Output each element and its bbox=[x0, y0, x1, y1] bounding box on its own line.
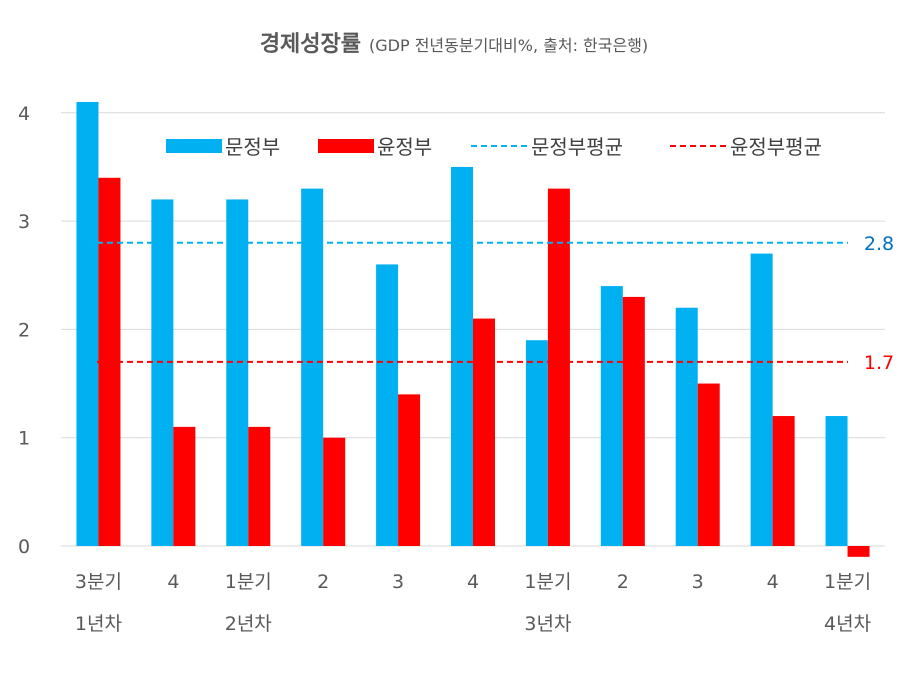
bar-moon bbox=[301, 188, 324, 547]
x-group-label: 2년차 bbox=[225, 613, 272, 635]
average-lines: 2.8 1.7 bbox=[97, 233, 894, 374]
x-tick-label: 4 bbox=[467, 571, 479, 593]
bar-moon bbox=[151, 199, 174, 546]
x-group-label: 3년차 bbox=[524, 613, 571, 635]
chart-title-subtitle: (GDP 전년동분기대비%, 출처: 한국은행) bbox=[369, 36, 648, 55]
bar-moon bbox=[226, 199, 249, 546]
bar-moon bbox=[750, 253, 773, 546]
y-tick-label: 0 bbox=[18, 536, 30, 558]
bar-yoon bbox=[847, 546, 870, 557]
legend-swatch-moon bbox=[166, 139, 222, 153]
bar-moon bbox=[675, 307, 698, 546]
x-tick-label: 2 bbox=[617, 571, 629, 593]
x-tick-label: 3 bbox=[692, 571, 704, 593]
x-tick-label: 1분기 bbox=[524, 571, 571, 593]
x-tick-label: 4 bbox=[167, 571, 179, 593]
x-tick-label: 3분기 bbox=[75, 571, 122, 593]
x-tick-label: 2 bbox=[317, 571, 329, 593]
bar-yoon bbox=[323, 437, 346, 546]
x-group-label: 4년차 bbox=[824, 613, 871, 635]
legend-label-moon: 문정부 bbox=[225, 135, 280, 159]
bar-yoon bbox=[697, 383, 720, 546]
y-tick-label: 4 bbox=[18, 103, 30, 125]
bar-yoon bbox=[398, 394, 421, 546]
chart-title-main: 경제성장률 bbox=[260, 32, 361, 57]
x-tick-label: 1분기 bbox=[225, 571, 272, 593]
bar-moon bbox=[451, 166, 473, 546]
y-tick-label: 2 bbox=[18, 319, 30, 341]
chart-title: 경제성장률 (GDP 전년동분기대비%, 출처: 한국은행) bbox=[260, 32, 648, 57]
bars bbox=[76, 101, 870, 557]
average-label-moon: 2.8 bbox=[864, 233, 894, 255]
legend-label-yoon: 윤정부 bbox=[377, 135, 432, 159]
legend-label-moon-average: 문정부평균 bbox=[531, 135, 623, 159]
bar-yoon bbox=[772, 416, 795, 546]
bar-yoon bbox=[248, 426, 271, 546]
x-tick-label: 3 bbox=[392, 571, 404, 593]
bar-moon bbox=[525, 340, 548, 546]
legend: 문정부 윤정부 문정부평균 윤정부평균 bbox=[166, 135, 822, 159]
x-axis-ticks: 3분기 1년차 4 1분기 2년차 2 3 4 1분기 3년차 2 3 4 1분기 4년차 bbox=[75, 571, 871, 635]
bar-moon bbox=[76, 101, 99, 546]
bar-moon bbox=[600, 286, 623, 546]
y-tick-label: 1 bbox=[18, 428, 30, 450]
bar-moon bbox=[376, 264, 399, 546]
x-tick-label: 1분기 bbox=[824, 571, 871, 593]
bar-yoon bbox=[547, 188, 570, 547]
bar-yoon bbox=[473, 318, 495, 546]
legend-swatch-yoon bbox=[318, 139, 374, 153]
x-tick-label: 4 bbox=[767, 571, 779, 593]
average-label-yoon: 1.7 bbox=[864, 352, 894, 374]
y-tick-label: 3 bbox=[18, 211, 30, 233]
bar-yoon bbox=[173, 426, 196, 546]
bar-yoon bbox=[622, 296, 645, 546]
x-group-label: 1년차 bbox=[75, 613, 122, 635]
legend-label-yoon-average: 윤정부평균 bbox=[730, 135, 822, 159]
bar-moon bbox=[825, 416, 848, 546]
y-axis-ticks: 0 1 2 3 4 bbox=[18, 103, 30, 558]
